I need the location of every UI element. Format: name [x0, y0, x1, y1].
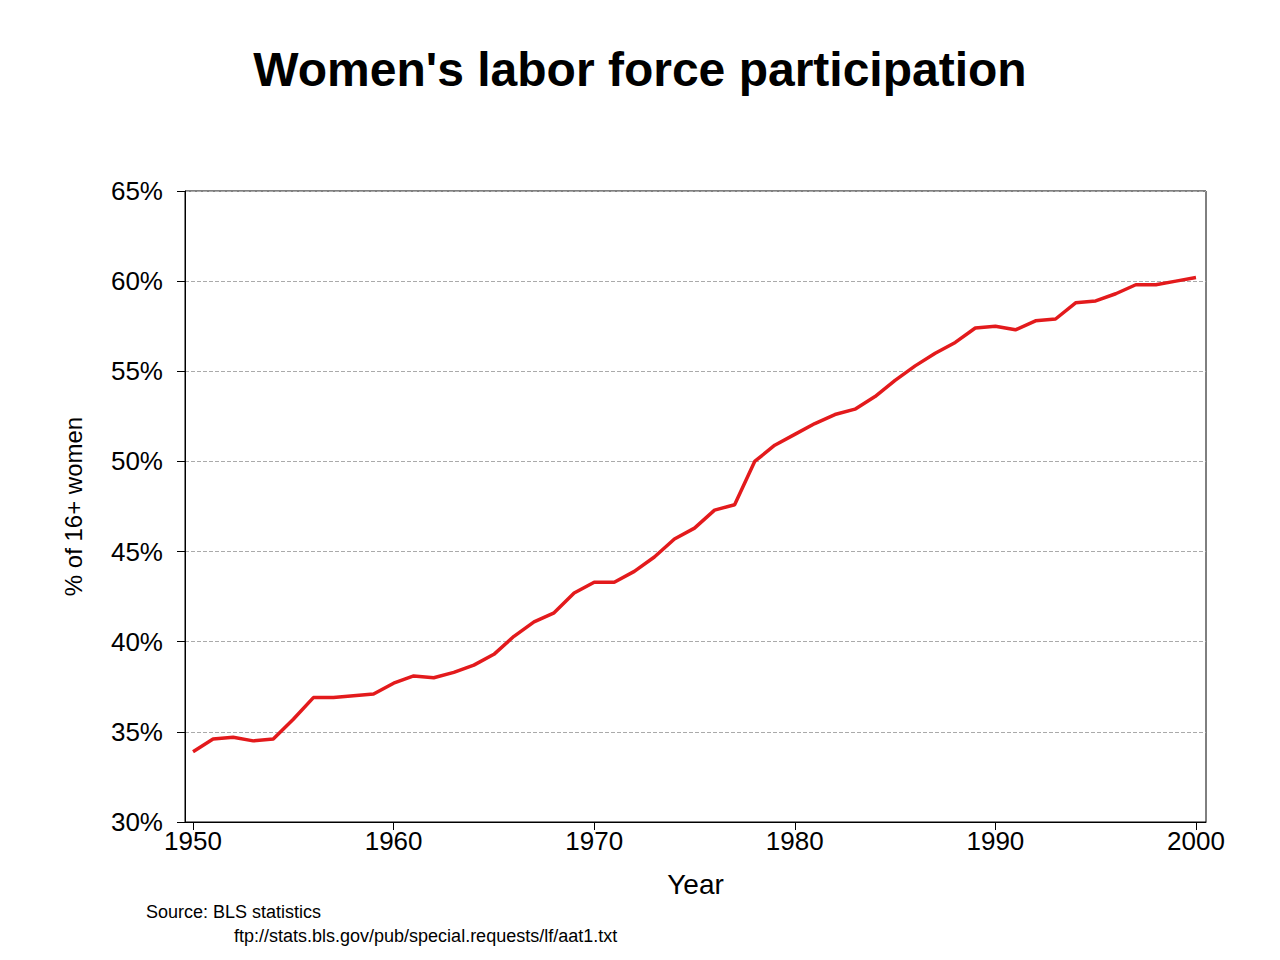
svg-text:65%: 65% — [111, 176, 163, 206]
svg-text:1950: 1950 — [164, 826, 222, 856]
svg-text:1970: 1970 — [565, 826, 623, 856]
svg-text:Source: BLS statistics: Source: BLS statistics — [146, 902, 321, 922]
svg-text:60%: 60% — [111, 266, 163, 296]
svg-text:1960: 1960 — [365, 826, 423, 856]
svg-text:35%: 35% — [111, 717, 163, 747]
svg-text:1980: 1980 — [766, 826, 824, 856]
svg-text:% of 16+ women: % of 16+ women — [60, 417, 87, 596]
svg-text:Year: Year — [667, 869, 724, 900]
svg-text:1990: 1990 — [966, 826, 1024, 856]
svg-text:50%: 50% — [111, 446, 163, 476]
svg-text:ftp://stats.bls.gov/pub/specia: ftp://stats.bls.gov/pub/special.requests… — [234, 926, 617, 946]
svg-text:Women's labor force participat: Women's labor force participation — [253, 43, 1026, 96]
svg-text:40%: 40% — [111, 627, 163, 657]
svg-text:2000: 2000 — [1167, 826, 1225, 856]
svg-text:45%: 45% — [111, 537, 163, 567]
svg-text:30%: 30% — [111, 807, 163, 837]
svg-text:55%: 55% — [111, 356, 163, 386]
